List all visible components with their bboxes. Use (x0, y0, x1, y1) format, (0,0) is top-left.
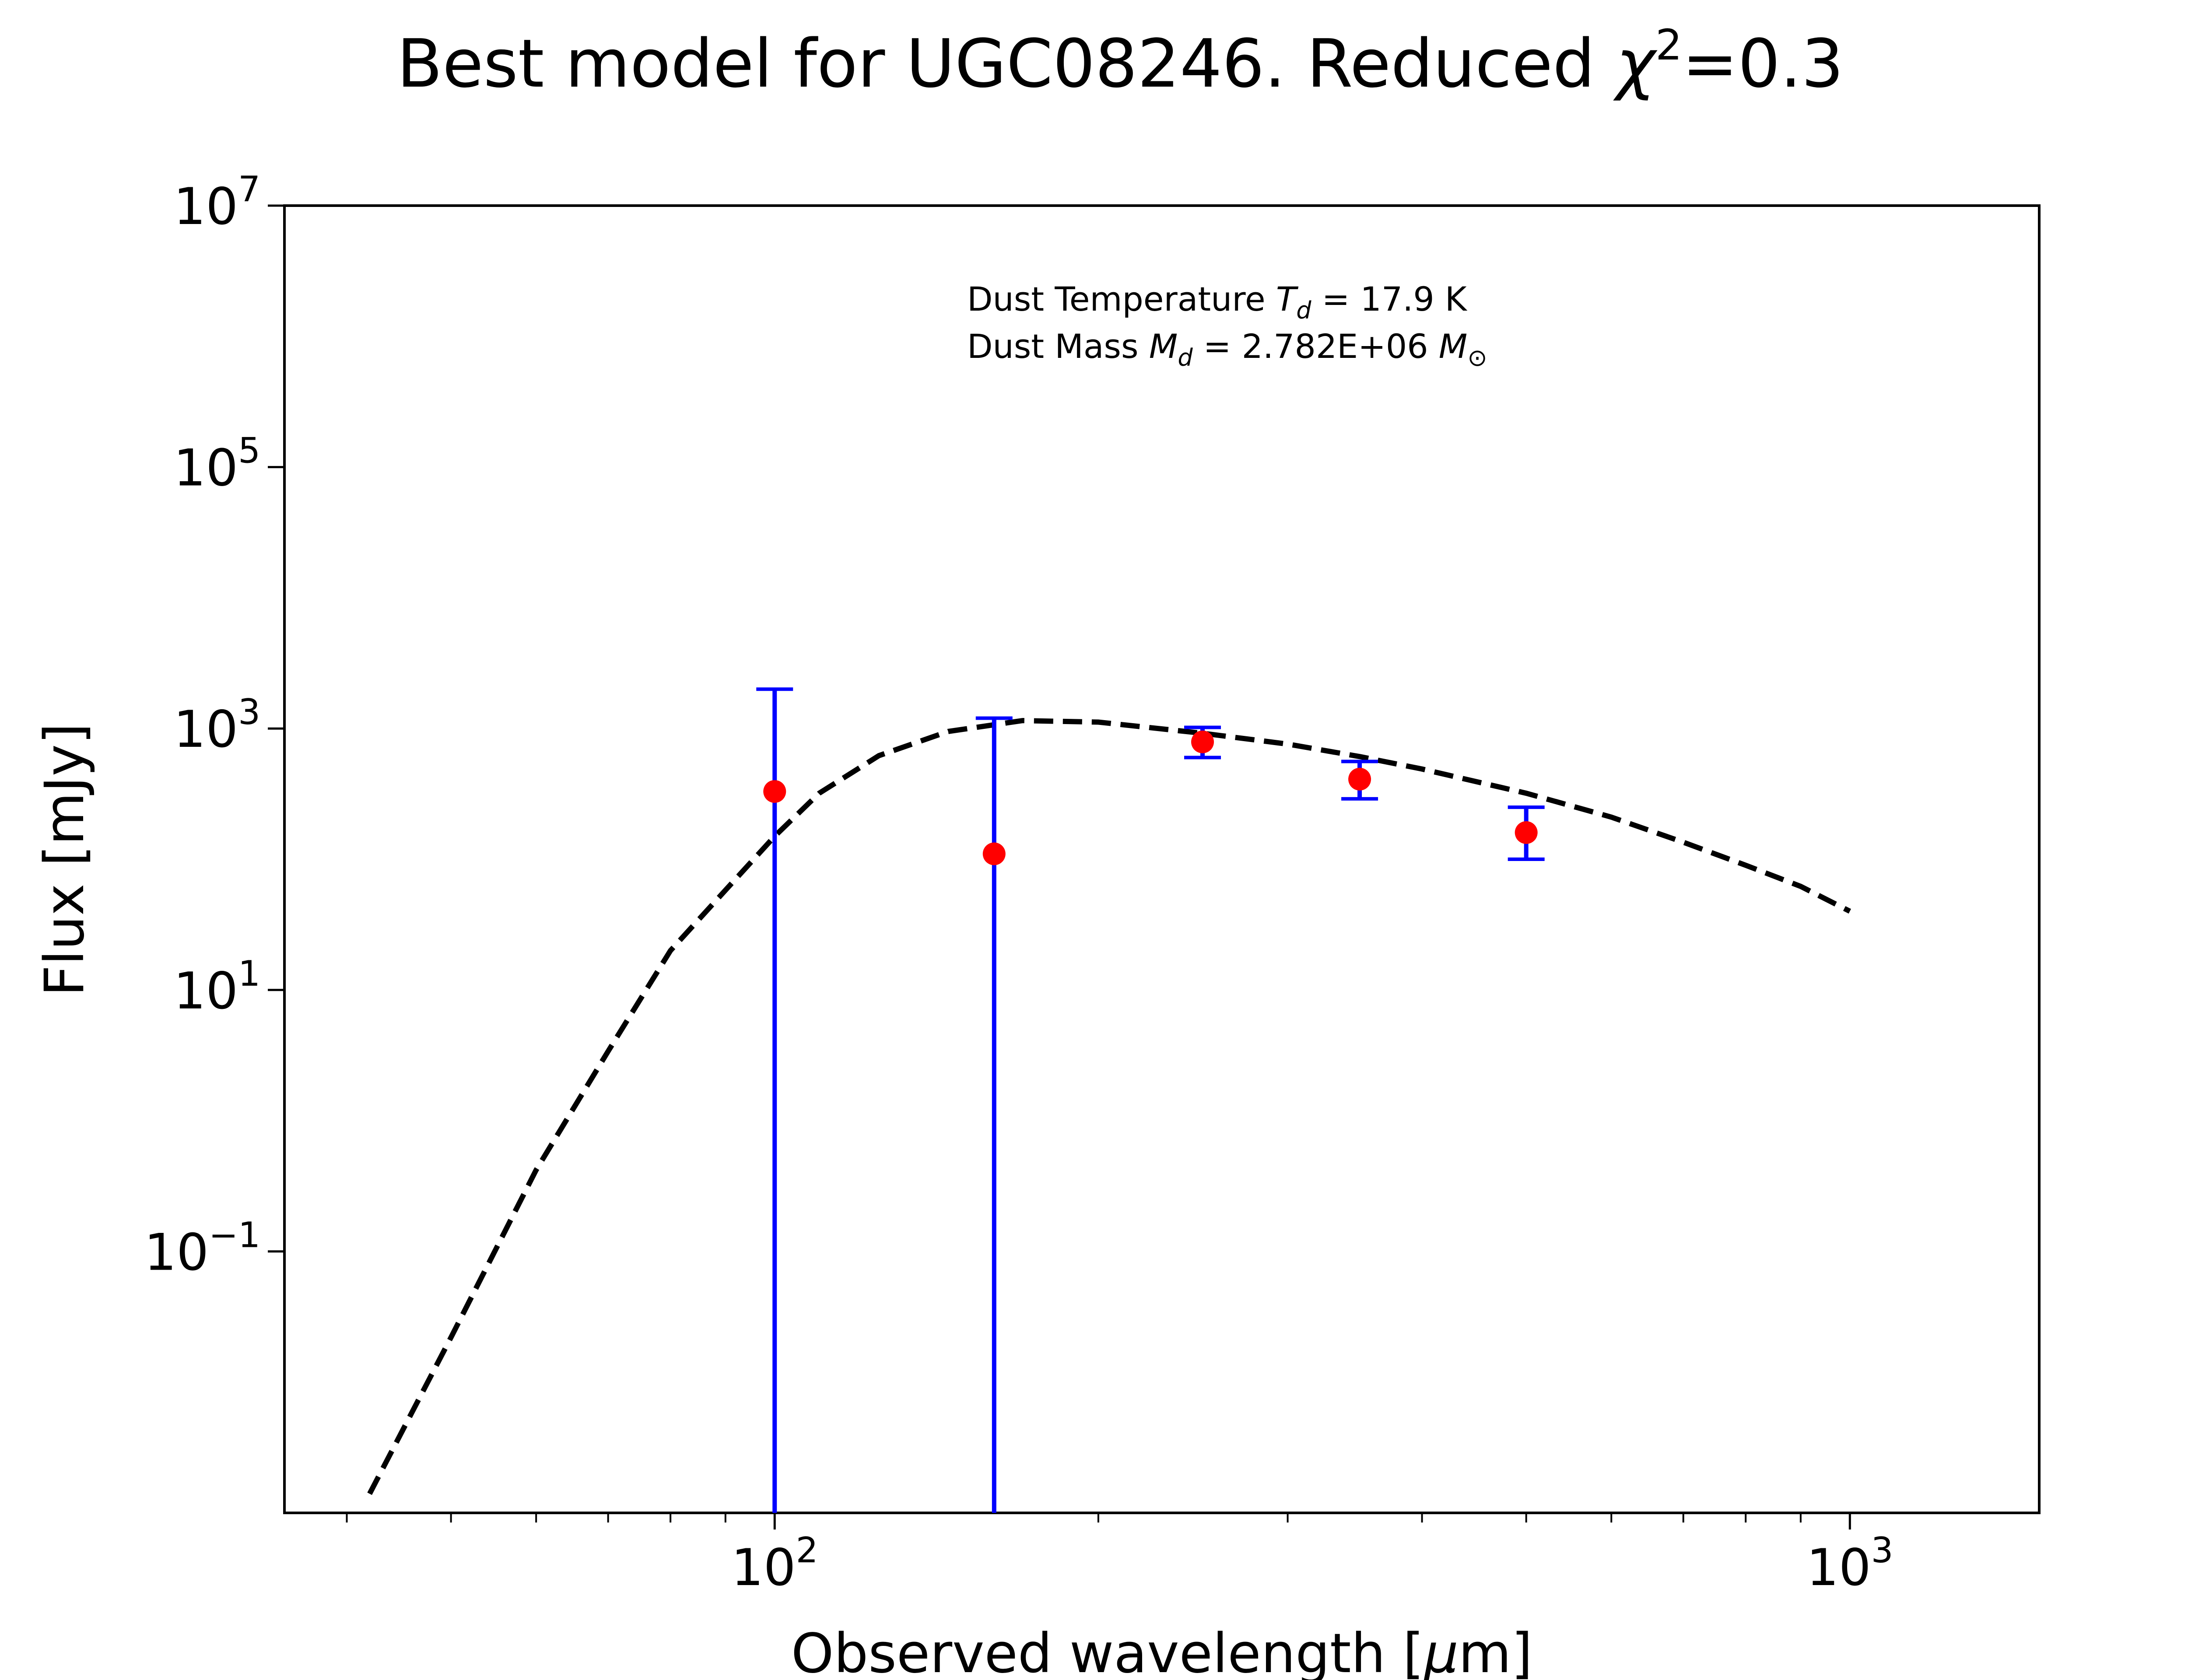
y-tick-label-exponent: 5 (238, 430, 260, 471)
y-tick-label-base: 10 (173, 962, 238, 1021)
y-axis-label: Flux [mJy] (33, 723, 96, 997)
x-tick-label-base: 10 (731, 1538, 796, 1597)
annotation-temperature-sub: d (1296, 297, 1311, 324)
model-curve-layer (367, 718, 1851, 1495)
y-tick-label-exponent: 7 (238, 169, 260, 210)
y-tick-label: 105 (173, 430, 260, 498)
y-tick-label-base: 10 (173, 700, 238, 759)
data-point (1348, 767, 1371, 791)
chart-title-suffix: =0.3 (1682, 25, 1844, 102)
y-tick-label: 101 (173, 953, 260, 1021)
y-tick-label-exponent: 3 (238, 692, 260, 732)
x-tick-label: 103 (1806, 1530, 1893, 1597)
y-tick-label: 107 (173, 169, 260, 236)
x-tick-label-exponent: 2 (796, 1530, 818, 1571)
y-tick-label: 103 (173, 692, 260, 759)
annotation-temperature-symbol: T (1276, 280, 1299, 318)
y-tick-label-exponent: 1 (238, 953, 260, 994)
annotation-temperature: Dust Temperature Td = 17.9 K (967, 280, 1468, 324)
data-point (763, 780, 786, 803)
y-tick-label-base: 10 (173, 439, 238, 498)
chart-title-chi: χ (1613, 25, 1658, 102)
chart-title-prefix: Best model for UGC08246. Reduced (397, 25, 1616, 102)
x-axis-label-mu: μ (1423, 1622, 1459, 1680)
annotation-mass-unit-sub: ⊙ (1467, 344, 1487, 371)
x-axis-label-prefix: Observed wavelength [ (791, 1622, 1424, 1680)
data-point (982, 842, 1006, 865)
annotation-temperature-prefix: Dust Temperature (967, 280, 1276, 318)
annotation-mass-value: = 2.782E+06 (1193, 327, 1439, 366)
data-point (1515, 821, 1538, 844)
annotation-temperature-value: = 17.9 K (1311, 280, 1468, 318)
chart-title-exponent: 2 (1655, 21, 1682, 70)
y-tick-label-base: 10 (144, 1223, 209, 1282)
annotation-mass-unit-symbol: M (1439, 327, 1468, 366)
chart-title: Best model for UGC08246. Reduced χ2=0.3 (397, 21, 1844, 102)
x-axis-label: Observed wavelength [μm] (791, 1622, 1532, 1680)
annotation-mass: Dust Mass Md = 2.782E+06 M⊙ (967, 327, 1487, 371)
y-tick-label-exponent: −1 (209, 1214, 260, 1255)
x-tick-label-exponent: 3 (1871, 1530, 1893, 1571)
annotation-mass-prefix: Dust Mass (967, 327, 1149, 366)
plot-frame (283, 204, 2041, 1514)
errorbar-layer (756, 687, 1545, 1513)
x-axis-label-suffix: m] (1459, 1622, 1532, 1680)
y-tick-label: 10−1 (144, 1214, 260, 1282)
annotation-mass-sub: d (1178, 344, 1193, 371)
data-point (1191, 730, 1214, 753)
x-tick-label-base: 10 (1806, 1538, 1871, 1597)
model-curve (367, 718, 1851, 1495)
x-tick-label: 102 (731, 1530, 818, 1597)
data-point-layer (763, 730, 1538, 865)
y-tick-label-base: 10 (173, 177, 238, 236)
x-axis-ticks: 102 103 (346, 1513, 1893, 1597)
annotation-mass-symbol: M (1149, 327, 1178, 366)
